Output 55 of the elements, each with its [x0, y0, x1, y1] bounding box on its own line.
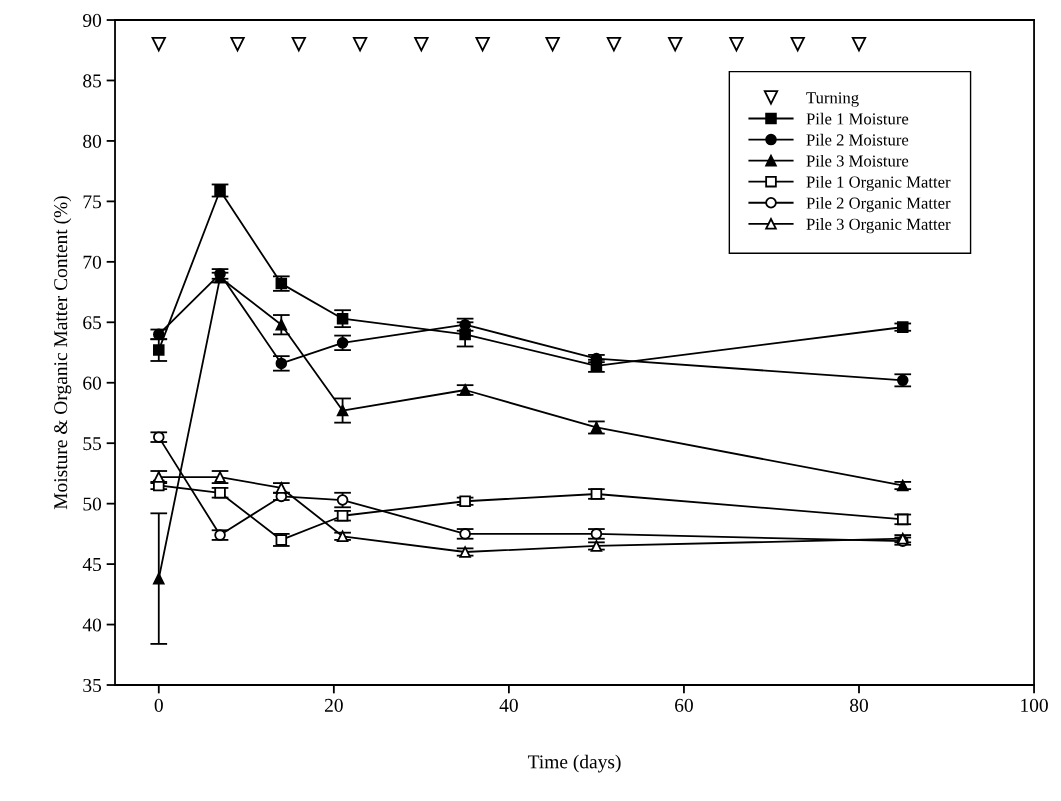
point	[729, 37, 744, 52]
y-tick-label: 80	[83, 134, 102, 148]
x-tick-label: 20	[324, 698, 343, 712]
x-tick-label: 100	[1021, 698, 1048, 712]
point	[414, 37, 429, 52]
legend-label: Pile 3 Organic Matter	[806, 218, 951, 234]
point	[153, 344, 165, 356]
legend-label: Pile 2 Organic Matter	[806, 197, 951, 213]
point	[459, 495, 471, 508]
point	[352, 37, 368, 52]
point	[336, 312, 349, 325]
x-tick-label: 80	[850, 698, 868, 712]
x-tick-label: 40	[499, 698, 518, 712]
x-axis-title: Time (days)	[527, 754, 621, 773]
point	[275, 318, 288, 331]
point	[459, 384, 471, 396]
legend-label: Pile 1 Organic Matter	[806, 175, 951, 192]
point	[668, 37, 683, 52]
legend-label: Pile 3 Moisture	[806, 154, 909, 167]
x-tick-label: 0	[154, 698, 163, 712]
y-tick-label: 65	[83, 316, 102, 330]
legend-label: Turning	[806, 92, 859, 107]
y-tick-label: 35	[83, 678, 102, 692]
point	[459, 528, 471, 540]
point	[230, 37, 245, 52]
x-tick-label: 60	[675, 698, 693, 712]
point	[459, 328, 471, 341]
y-tick-label: 40	[82, 618, 102, 632]
point	[214, 471, 226, 483]
y-axis-title: Moisture & Organic Matter Content (%)	[53, 196, 72, 510]
point	[153, 328, 165, 341]
point	[475, 37, 490, 52]
point	[606, 37, 622, 52]
y-tick-label: 90	[83, 13, 102, 27]
point	[790, 37, 805, 52]
point	[214, 184, 226, 197]
point	[214, 529, 226, 541]
point	[545, 37, 560, 52]
y-tick-label: 85	[83, 74, 102, 88]
legend-label: Pile 1 Moisture	[806, 112, 909, 125]
y-tick-label: 55	[83, 437, 102, 451]
point	[459, 546, 471, 558]
point	[336, 404, 349, 417]
y-tick-label: 45	[82, 558, 102, 572]
legend-label: Pile 2 Moisture	[806, 133, 909, 146]
point	[851, 37, 867, 52]
point	[153, 431, 165, 443]
point	[153, 572, 165, 585]
y-tick-label: 60	[83, 376, 102, 390]
y-tick-label: 75	[83, 195, 102, 209]
y-tick-label: 50	[83, 497, 102, 511]
point	[151, 37, 166, 52]
y-tick-label: 70	[83, 255, 102, 269]
point	[291, 37, 306, 52]
point	[214, 487, 226, 499]
